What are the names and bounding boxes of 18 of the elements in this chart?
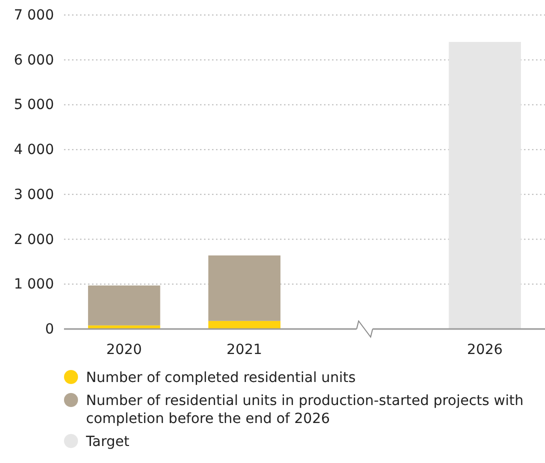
x-tick-label: 2020 (106, 342, 142, 358)
legend-label: Number of residential units in production-started projects with completion before the end of 2026 (86, 393, 524, 427)
bar (448, 42, 521, 329)
y-tick-label: 5 000 (14, 97, 54, 114)
y-tick-label: 3 000 (14, 186, 54, 203)
y-tick-label: 1 000 (14, 276, 54, 293)
y-tick-label: 2 000 (14, 232, 54, 248)
y-tick-label: 4 000 (14, 142, 54, 158)
y-tick-label: 7 000 (14, 7, 54, 24)
legend-label: Number of completed residential units (86, 370, 356, 386)
y-tick-label: 0 (45, 321, 54, 338)
legend-label: Target (85, 434, 130, 450)
x-tick-label: 2021 (226, 342, 262, 358)
y-tick-label: 6 000 (14, 52, 54, 68)
bar (88, 285, 160, 326)
bar (208, 320, 280, 329)
bar (208, 255, 280, 321)
x-tick-label: 2026 (467, 342, 503, 358)
